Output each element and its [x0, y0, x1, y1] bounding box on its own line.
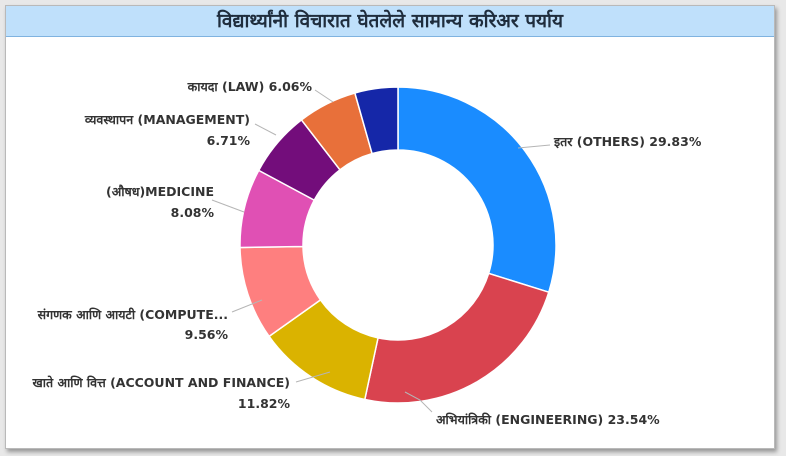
slice-percent-5: 8.08%	[171, 205, 215, 220]
leader-line-6	[254, 123, 277, 136]
slice-label-7: कायदा (LAW) 6.06%	[187, 79, 313, 94]
slice-label-4: संगणक आणि आयटी (COMPUTE...	[37, 307, 228, 322]
chart-title: विद्यार्थ्यांनी विचारात घेतलेले सामान्य …	[6, 6, 774, 37]
slice-2[interactable]	[363, 272, 550, 404]
leader-line-2	[404, 391, 433, 413]
slice-1[interactable]	[397, 86, 557, 294]
leader-line-4	[231, 299, 263, 313]
slice-label-2: अभियांत्रिकी (ENGINEERING) 23.54%	[436, 412, 660, 427]
leader-line-3	[295, 371, 331, 383]
slice-percent-6: 6.71%	[207, 133, 251, 148]
slice-8[interactable]	[353, 86, 399, 155]
leader-line-7	[314, 89, 334, 103]
slice-label-6: व्यवस्थापन (MANAGEMENT)	[84, 112, 250, 127]
slice-label-3: खाते आणि वित्त (ACCOUNT AND FINANCE)	[32, 375, 290, 390]
leader-line-5	[211, 199, 245, 213]
slice-label-1: इतर (OTHERS) 29.83%	[553, 134, 702, 149]
slice-percent-4: 9.56%	[185, 327, 229, 342]
slice-percent-3: 11.82%	[238, 396, 291, 411]
leader-line-1	[517, 144, 551, 149]
slice-label-5: (औषध)MEDICINE	[106, 184, 214, 199]
